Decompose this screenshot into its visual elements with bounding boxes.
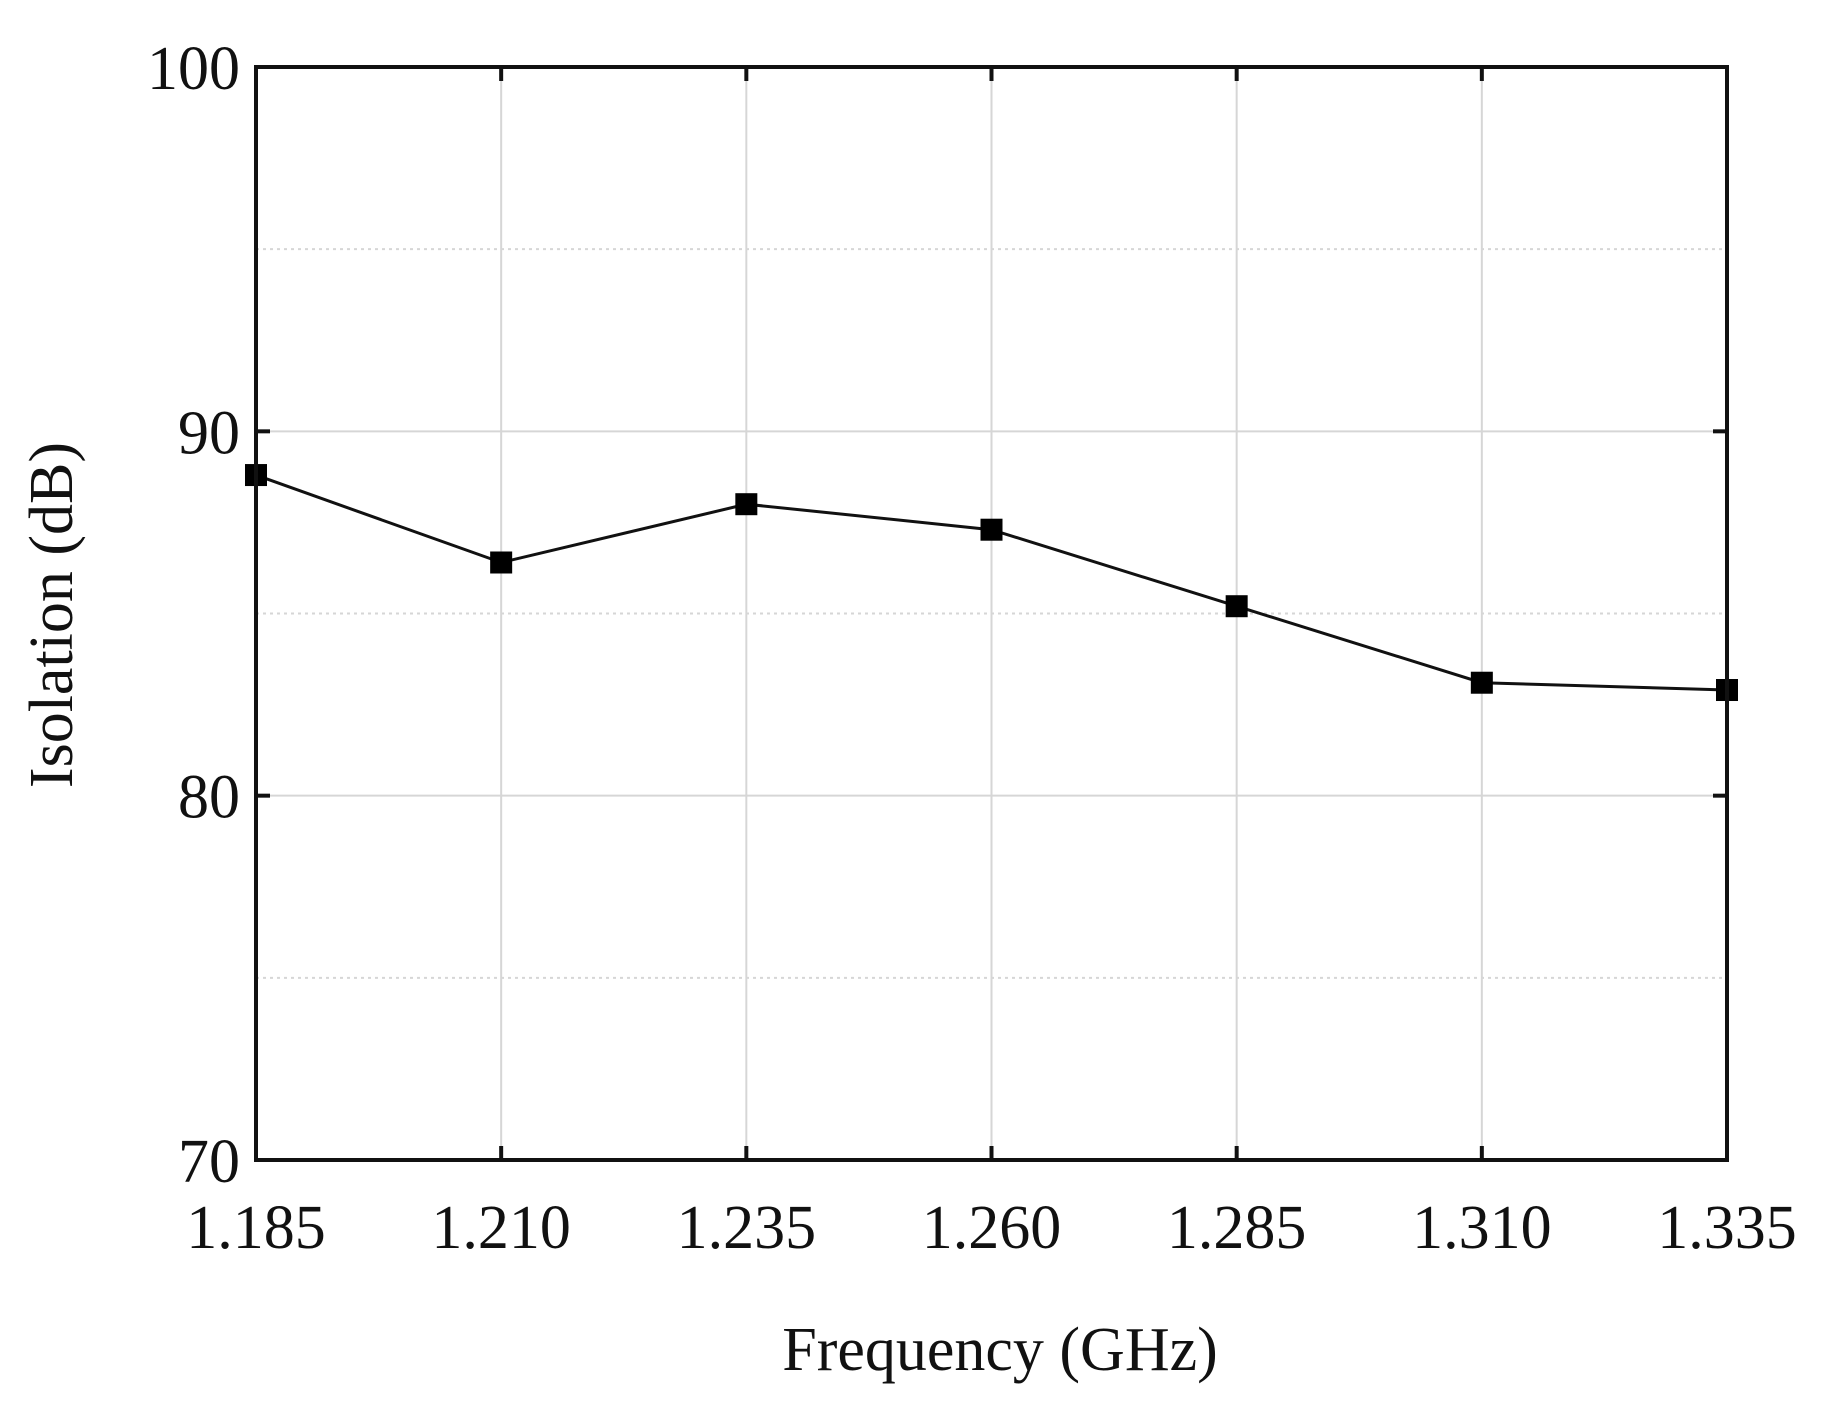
data-point-marker bbox=[1470, 671, 1493, 694]
data-point-marker bbox=[735, 493, 758, 516]
x-tick-label: 1.185 bbox=[186, 1194, 326, 1262]
data-point-marker bbox=[980, 518, 1003, 541]
data-point-marker bbox=[490, 551, 513, 574]
x-tick-label: 1.310 bbox=[1412, 1194, 1552, 1262]
x-tick-label: 1.210 bbox=[431, 1194, 571, 1262]
y-tick-label: 90 bbox=[178, 399, 240, 467]
y-axis-label: Isolation (dB) bbox=[18, 442, 86, 788]
x-tick-label: 1.335 bbox=[1657, 1194, 1797, 1262]
y-tick-label: 70 bbox=[178, 1128, 240, 1196]
y-tick-label: 80 bbox=[178, 764, 240, 832]
x-tick-label: 1.285 bbox=[1167, 1194, 1307, 1262]
y-axis-ticks: 70 80 90 100 bbox=[147, 35, 1727, 1196]
x-axis-ticks: 1.185 1.210 1.235 1.260 1.285 1.310 1.335 bbox=[186, 67, 1797, 1262]
y-tick-label: 100 bbox=[147, 35, 240, 103]
x-tick-label: 1.235 bbox=[677, 1194, 817, 1262]
data-point-marker bbox=[1225, 595, 1248, 618]
gridlines bbox=[255, 66, 1728, 1161]
x-axis-label: Frequency (GHz) bbox=[782, 1316, 1218, 1384]
x-tick-label: 1.260 bbox=[922, 1194, 1062, 1262]
series-layer bbox=[245, 464, 1738, 702]
